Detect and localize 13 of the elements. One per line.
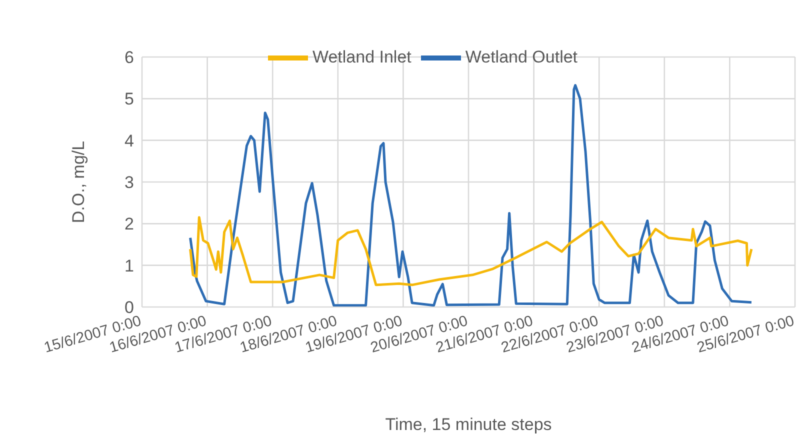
line-series <box>189 216 753 286</box>
y-tick-label: 5 <box>124 90 134 109</box>
line-series <box>189 84 753 307</box>
y-tick-label: 4 <box>124 131 134 150</box>
y-tick-label: 1 <box>124 256 134 276</box>
y-tick-label: 3 <box>124 173 134 192</box>
x-axis-title: Time, 15 minute steps <box>385 415 552 434</box>
y-axis-title: D.O., mg/L <box>69 140 88 224</box>
y-tick-label: 2 <box>124 214 134 234</box>
y-tick-label: 6 <box>124 48 134 68</box>
y-tick-label: 0 <box>124 298 134 318</box>
legend-label: Wetland Inlet <box>312 47 412 66</box>
legend-label: Wetland Outlet <box>465 47 578 66</box>
